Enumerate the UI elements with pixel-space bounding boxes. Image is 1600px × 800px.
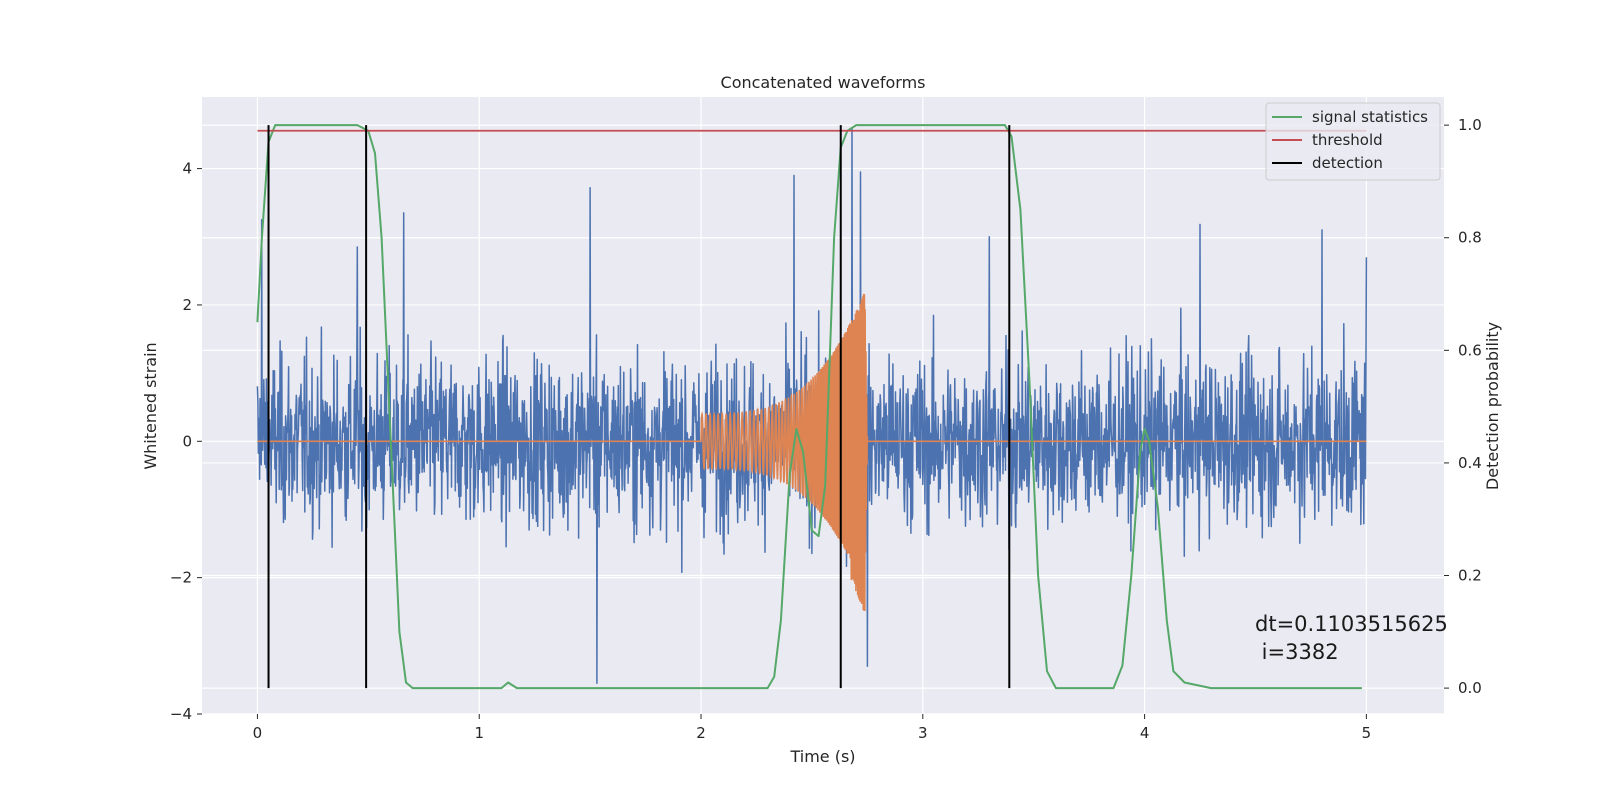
x-tick-label: 0 [253, 724, 263, 742]
x-tick-label: 1 [474, 724, 484, 742]
y2-tick-label: 0.2 [1458, 567, 1482, 585]
y-tick-label: −4 [170, 705, 192, 723]
y-axis-label: Whitened strain [141, 342, 160, 469]
plot-series [256, 124, 1368, 690]
series-layer [256, 124, 1368, 690]
x-tick-label: 2 [696, 724, 706, 742]
chirp-waveform-line [257, 293, 1367, 612]
legend-entry-label: detection [1312, 154, 1383, 172]
x-tick-label: 4 [1140, 724, 1150, 742]
x-axis-label: Time (s) [789, 747, 855, 766]
x-tick-label: 3 [918, 724, 928, 742]
annotation-i: i=3382 [1255, 640, 1339, 664]
y2-tick-label: 0.4 [1458, 454, 1482, 472]
y2-tick-label: 0.6 [1458, 341, 1482, 359]
y-tick-label: 0 [182, 432, 192, 450]
y2-axis-label: Detection probability [1483, 322, 1502, 490]
annotation-dt: dt=0.1103515625 [1255, 612, 1448, 636]
x-tick-label: 5 [1362, 724, 1372, 742]
chart-title: Concatenated waveforms [721, 73, 926, 92]
strain-noise-line [256, 126, 1368, 685]
annotation: dt=0.1103515625 i=3382 [1255, 612, 1448, 664]
y-tick-label: 2 [182, 296, 192, 314]
legend-entry-label: threshold [1312, 131, 1383, 149]
y2-tick-label: 0.0 [1458, 679, 1482, 697]
y-tick-label: −2 [170, 569, 192, 587]
y2-tick-label: 1.0 [1458, 116, 1482, 134]
legend-entry-label: signal statistics [1312, 108, 1428, 126]
y2-tick-label: 0.8 [1458, 229, 1482, 247]
legend: signal statistics threshold detection [1265, 102, 1441, 181]
legend-box [1265, 102, 1441, 181]
signal-statistics-line [256, 124, 1362, 690]
axes-layer: 0 1 2 3 4 5 −4 −2 0 2 4 0.0 0.2 0.4 0.6 0.8 1.0 [170, 116, 1482, 742]
y-tick-label: 4 [182, 160, 192, 178]
